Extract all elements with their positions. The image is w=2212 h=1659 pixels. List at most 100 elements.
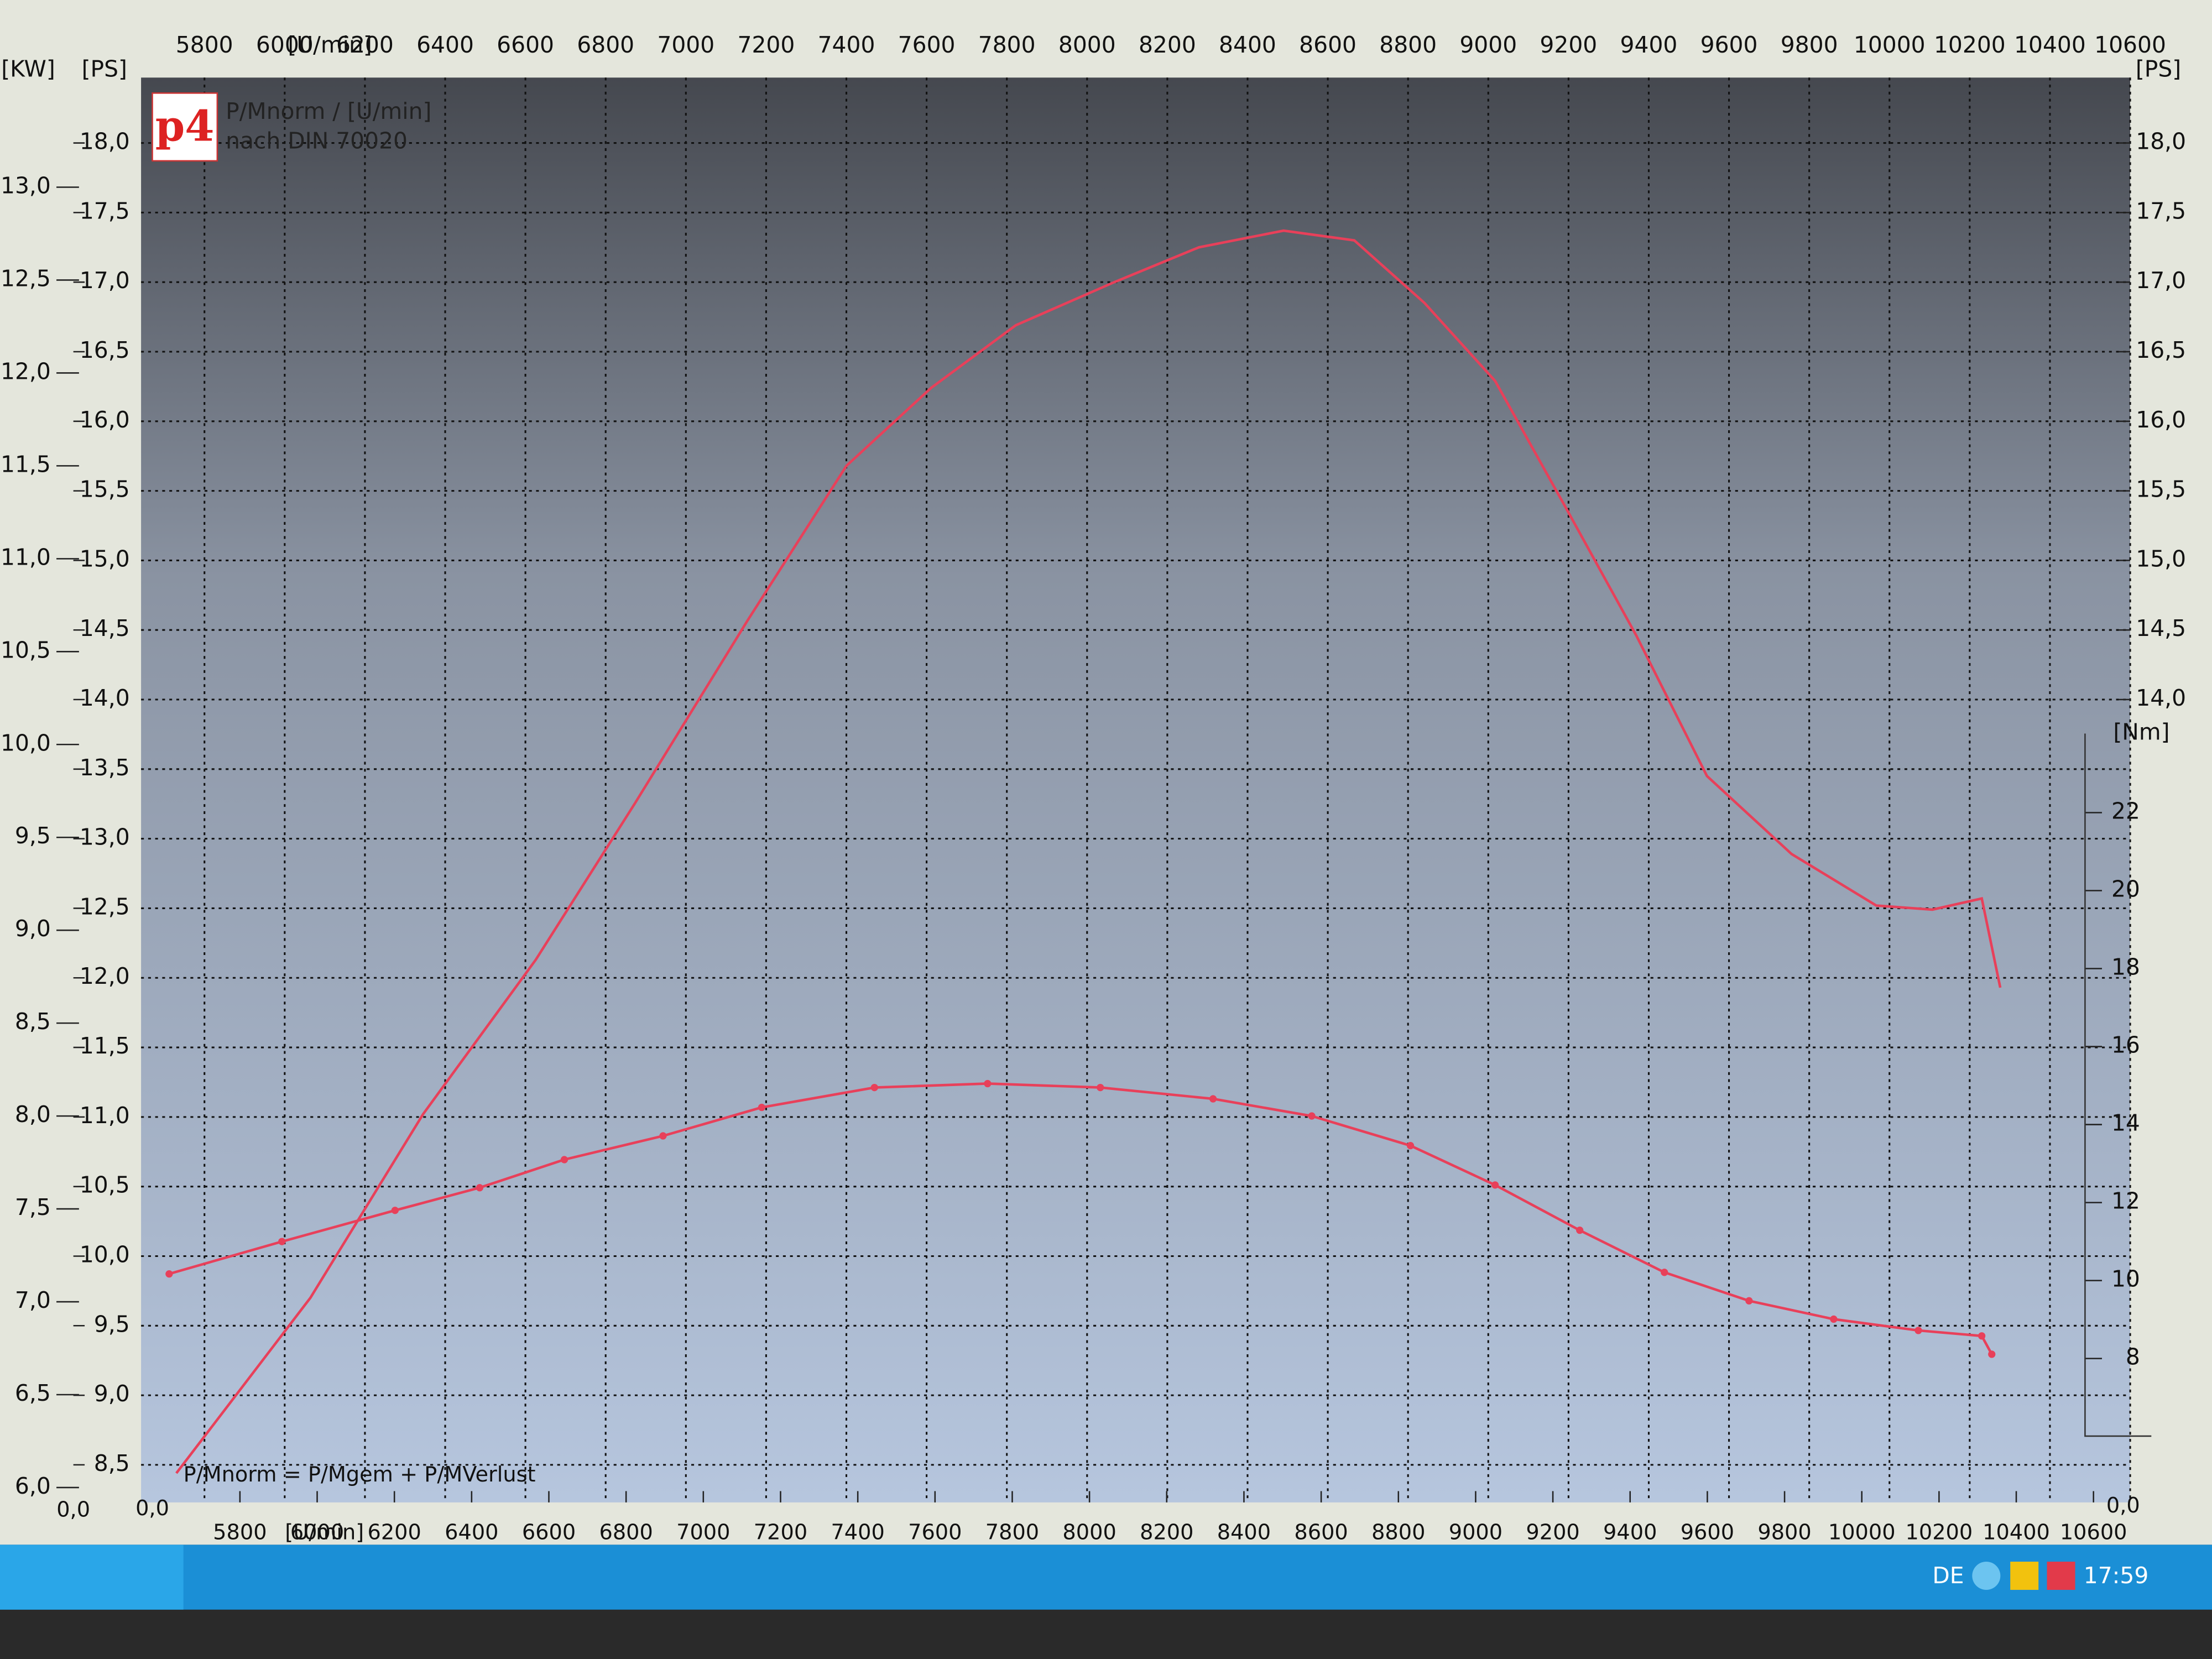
kw-tick-label: 8,0 (15, 1101, 51, 1128)
x-tick-label: 6000 (256, 32, 314, 58)
y-right-tick-label: 16,5 (2136, 337, 2186, 363)
x2-axis-label: [U/min] (285, 1520, 364, 1545)
x-tick-label: 10400 (2014, 32, 2086, 58)
x2-tick-label: 7600 (908, 1520, 962, 1545)
x-tick-label: 9800 (1781, 32, 1838, 58)
tray-icon (2047, 1561, 2075, 1590)
y-tick-label: 12,5 (80, 893, 130, 920)
x2-tick-label: 10200 (1906, 1520, 1973, 1545)
x2-tick-label: 6000 (290, 1520, 344, 1545)
x-tick-label: 9200 (1540, 32, 1597, 58)
y-tick-label: 16,5 (80, 337, 130, 363)
y-tick-label: 12,0 (80, 963, 130, 989)
y-right-tick-label: 14,0 (2136, 685, 2186, 711)
kw-tick-label: 12,0 (1, 358, 51, 384)
x2-tick-label: 7000 (676, 1520, 730, 1545)
x2-tick-label: 9000 (1449, 1520, 1503, 1545)
x2-tick-label: 6600 (522, 1520, 576, 1545)
data-point (1491, 1181, 1499, 1189)
nm-axis-frame (2084, 733, 2152, 1437)
y-tick-label: 11,5 (80, 1032, 130, 1059)
x2-tick-label: 6200 (368, 1520, 421, 1545)
kw-tick-label: 7,5 (15, 1194, 51, 1220)
y-tick-label: 17,5 (80, 197, 130, 224)
y2-tick-label: 8 (2126, 1344, 2140, 1370)
data-point (1988, 1350, 1996, 1358)
x-tick-label: 9000 (1459, 32, 1517, 58)
x2-tick-label: 5800 (213, 1520, 267, 1545)
x-tick-label: 9400 (1620, 32, 1678, 58)
kw-tick-label: 9,0 (15, 915, 51, 942)
y-tick-label: 9,5 (94, 1311, 130, 1337)
annotation: P/Mnorm = P/Mgem + P/MVerlust (184, 1462, 536, 1487)
x-tick-label: 7000 (657, 32, 714, 58)
data-point (870, 1083, 878, 1092)
y-right-axis-label: [PS] (2136, 56, 2181, 82)
x2-tick-label: 6800 (599, 1520, 653, 1545)
x2-tick-label: 8800 (1371, 1520, 1425, 1545)
x2-tick-label: 9800 (1757, 1520, 1811, 1545)
kw-tick-label: 10,5 (1, 637, 51, 663)
y-tick-label: 10,5 (80, 1172, 130, 1198)
x2-tick-label: 7200 (754, 1520, 807, 1545)
y-tick-label: 13,0 (80, 824, 130, 851)
kw-tick-label: 10,0 (1, 729, 51, 756)
x-tick-label: 9600 (1700, 32, 1758, 58)
kw-tick-label: 7,0 (15, 1287, 51, 1313)
data-point (1576, 1227, 1584, 1234)
data-point (165, 1270, 173, 1278)
x2-tick-label: 9400 (1603, 1520, 1657, 1545)
data-point (1097, 1083, 1104, 1092)
y-tick-label: 14,5 (80, 615, 130, 641)
y-tick-label: 9,0 (94, 1380, 130, 1407)
y-right-tick-label: 17,5 (2136, 197, 2186, 224)
y-tick-label: 15,5 (80, 476, 130, 503)
x2-tick-label: 7800 (985, 1520, 1039, 1545)
x-tick-label: 7400 (818, 32, 875, 58)
y-tick-label: 8,5 (94, 1450, 130, 1477)
taskbar (0, 1545, 2212, 1610)
data-point (1209, 1095, 1217, 1103)
y-tick-label: 10,0 (80, 1241, 130, 1267)
x2-tick-label: 10000 (1828, 1520, 1896, 1545)
x-axis-label: [U/min] (288, 32, 372, 58)
tray-icon (1972, 1561, 2001, 1590)
chart-subtitle: nach DIN 70020 (226, 128, 408, 154)
kw-tick-label: 13,0 (1, 173, 51, 199)
y-tick-label: 17,0 (80, 267, 130, 294)
x-tick-label: 10200 (1934, 32, 2006, 58)
x2-tick-label: 10600 (2060, 1520, 2127, 1545)
data-point (1745, 1297, 1753, 1305)
x-tick-label: 8600 (1299, 32, 1357, 58)
x-tick-label: 7600 (898, 32, 956, 58)
data-point (278, 1238, 286, 1245)
x2-tick-label: 8400 (1217, 1520, 1271, 1545)
kw-tick-label: 8,5 (15, 1008, 51, 1035)
y2-tick-label: 10 (2111, 1266, 2140, 1292)
y-tick-label: 11,0 (80, 1102, 130, 1129)
x2-tick-label: 10400 (1983, 1520, 2050, 1545)
x-tick-label: 6600 (497, 32, 554, 58)
y-right-tick-label: 18,0 (2136, 128, 2186, 155)
x2-tick-label: 9200 (1526, 1520, 1579, 1545)
y-tick-label: 15,0 (80, 545, 130, 572)
x2-tick-label: 8200 (1140, 1520, 1193, 1545)
x2-tick-label: 7400 (831, 1520, 884, 1545)
y2-tick-label: 12 (2111, 1188, 2140, 1214)
y-right-tick-label: 14,5 (2136, 615, 2186, 641)
x-tick-label: 5800 (176, 32, 233, 58)
kw-tick-label: 12,5 (1, 265, 51, 291)
y2-zero-label: 0,0 (2106, 1493, 2140, 1518)
y-zero-label: 0,0 (135, 1496, 169, 1521)
chart: 5800 6000 6200 6400 6600 6800 7000 7200 7400 7600… (1, 32, 2186, 1545)
x2-tick-label: 8600 (1294, 1520, 1348, 1545)
y2-tick-label: 18 (2111, 954, 2140, 980)
logo: p4 (155, 102, 215, 152)
kw-tick-label: 11,0 (1, 544, 51, 570)
x-tick-label: 6400 (416, 32, 474, 58)
kw-tick-label: 9,5 (15, 822, 51, 849)
x-tick-label: 7800 (978, 32, 1036, 58)
tray-icon (2010, 1561, 2039, 1590)
logo-box (152, 92, 218, 162)
